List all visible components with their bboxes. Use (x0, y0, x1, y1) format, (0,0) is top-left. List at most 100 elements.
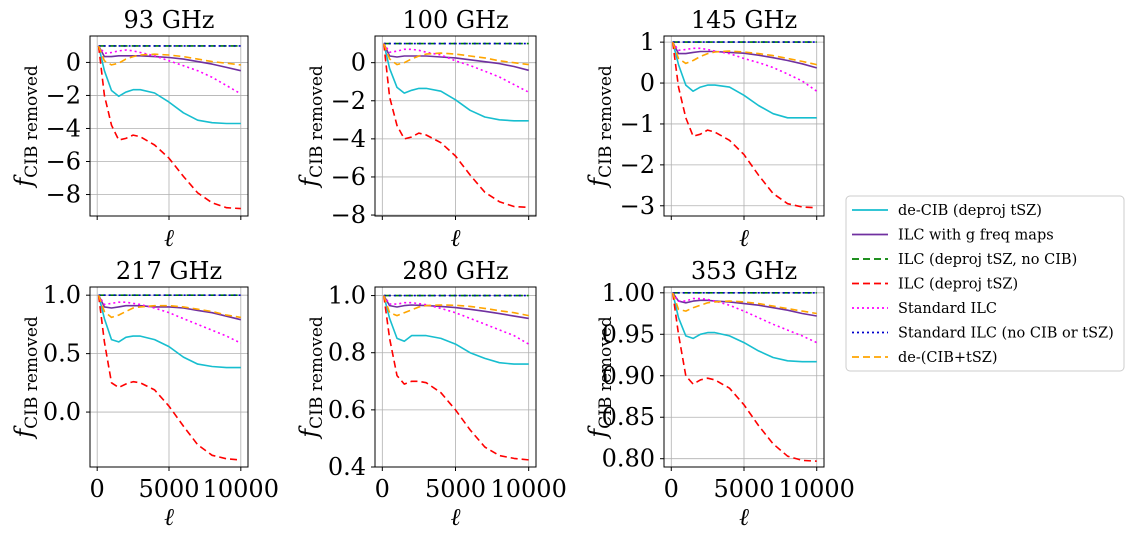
series-line (671, 41, 817, 119)
y-axis-label: fCIB removed (295, 316, 327, 440)
y-tick-label: 0.5 (43, 340, 81, 368)
x-tick-label: 10000 (491, 475, 567, 503)
panel-title: 93 GHz (124, 6, 215, 34)
y-tick-label: −4 (46, 114, 81, 142)
series-line (671, 292, 817, 462)
y-axis-label-sub: CIB removed (307, 316, 327, 429)
legend-label: ILC (deproj tSZ, no CIB) (898, 252, 1077, 268)
legend-label: ILC (deproj tSZ) (898, 277, 1018, 293)
series-line (671, 292, 817, 363)
panel-0: 0 −2 −4 −6 −8 93 GHz ℓ fCIB removed (10, 6, 249, 252)
x-axis-label: ℓ (451, 503, 461, 531)
legend-label: de-(CIB+tSZ) (898, 350, 998, 366)
series-line (672, 41, 818, 92)
x-tick-label: 10000 (203, 475, 279, 503)
y-tick-label: −2 (46, 81, 81, 109)
x-tick-label: 0 (375, 475, 390, 503)
x-tick-label: 5000 (425, 475, 486, 503)
y-tick-label: −6 (331, 163, 366, 191)
panel-5: 0 5000 10000 1.00 0.95 0.90 0.85 0.80 353 GHz ℓ fC… (584, 257, 855, 531)
x-axis-label: ℓ (164, 503, 174, 531)
y-axis-label-sub: CIB removed (22, 316, 42, 429)
panel-title: 353 GHz (691, 257, 797, 285)
series-line (97, 45, 241, 72)
legend-label: Standard ILC (no CIB or tSZ) (898, 326, 1114, 342)
series-line (383, 295, 529, 461)
y-tick-label: 1.00 (602, 279, 655, 307)
y-tick-label: 1 (640, 28, 655, 56)
y-tick-label: 0 (640, 69, 655, 97)
y-tick-label: 0 (351, 49, 366, 77)
y-tick-label: 0.4 (328, 453, 366, 481)
y-tick-label: 1.0 (43, 281, 81, 309)
series-line (672, 292, 817, 317)
series-line (383, 43, 529, 66)
series-line (97, 294, 242, 344)
x-axis-label: ℓ (739, 503, 749, 531)
y-axis-label-sub: CIB removed (22, 65, 42, 178)
series-line (383, 295, 529, 317)
y-tick-label: 0.0 (43, 398, 81, 426)
x-tick-label: 5000 (713, 475, 774, 503)
y-tick-label: −8 (331, 201, 366, 229)
series-line (97, 45, 241, 125)
y-axis-label-sub: CIB removed (307, 65, 327, 178)
y-tick-label: −2 (620, 151, 655, 179)
legend: de-CIB (deproj tSZ) ILC with g freq maps I… (845, 195, 1125, 372)
y-tick-label: −4 (331, 125, 366, 153)
y-tick-label: 1.0 (328, 282, 366, 310)
y-tick-label: 0.85 (602, 403, 655, 431)
legend-box (845, 195, 1125, 372)
x-axis-label: ℓ (739, 224, 749, 252)
panel-2: 1 0 −1 −2 −3 145 GHz ℓ fCIB removed (584, 6, 825, 252)
series-line (671, 41, 817, 209)
y-tick-label: −6 (46, 148, 81, 176)
legend-label: Standard ILC (898, 301, 997, 317)
legend-label: ILC with g freq maps (898, 228, 1054, 244)
series-line (383, 295, 530, 345)
series-line (97, 295, 241, 461)
series-line (671, 292, 817, 315)
x-axis-label: ℓ (451, 224, 461, 252)
y-axis-label-sub: CIB removed (596, 316, 616, 429)
series-line (97, 294, 241, 319)
x-tick-label: 0 (90, 475, 105, 503)
panel-4: 0 5000 10000 1.0 0.8 0.6 0.4 280 GHz ℓ fCIB remov… (295, 257, 567, 531)
x-tick-label: 10000 (779, 475, 855, 503)
legend-label: de-CIB (deproj tSZ) (898, 203, 1042, 219)
y-tick-label: 0 (66, 48, 81, 76)
series-line (383, 295, 529, 365)
panel-title: 280 GHz (402, 257, 508, 285)
x-tick-label: 0 (664, 475, 679, 503)
y-axis-label: fCIB removed (584, 316, 616, 440)
y-tick-label: 0.6 (328, 396, 366, 424)
panel-1: 0 −2 −4 −6 −8 100 GHz ℓ fCIB removed (295, 6, 537, 252)
panel-3: 0 5000 10000 1.0 0.5 0.0 217 GHz ℓ fCIB removed (10, 257, 279, 531)
series-line (671, 41, 817, 69)
y-tick-label: −1 (620, 110, 655, 138)
series-line (97, 45, 241, 210)
x-axis-label: ℓ (164, 224, 174, 252)
series-line (97, 45, 242, 95)
y-tick-label: 0.80 (602, 445, 655, 473)
y-axis-label: fCIB removed (10, 316, 42, 440)
series-line (671, 41, 817, 66)
x-tick-label: 5000 (138, 475, 199, 503)
series-line (97, 295, 241, 369)
series-line (383, 43, 529, 209)
y-tick-label: 0.90 (602, 362, 655, 390)
y-tick-label: 0.95 (602, 320, 655, 348)
y-tick-label: −3 (620, 192, 655, 220)
y-tick-label: −8 (46, 181, 81, 209)
panel-title: 217 GHz (116, 257, 222, 285)
y-axis-label: fCIB removed (295, 65, 327, 189)
y-axis-label: fCIB removed (10, 65, 42, 189)
series-line (383, 295, 529, 320)
y-tick-label: −2 (331, 87, 366, 115)
series-line (97, 45, 241, 66)
series-line (383, 43, 530, 93)
y-axis-label: fCIB removed (584, 65, 616, 189)
y-axis-label-sub: CIB removed (596, 65, 616, 178)
